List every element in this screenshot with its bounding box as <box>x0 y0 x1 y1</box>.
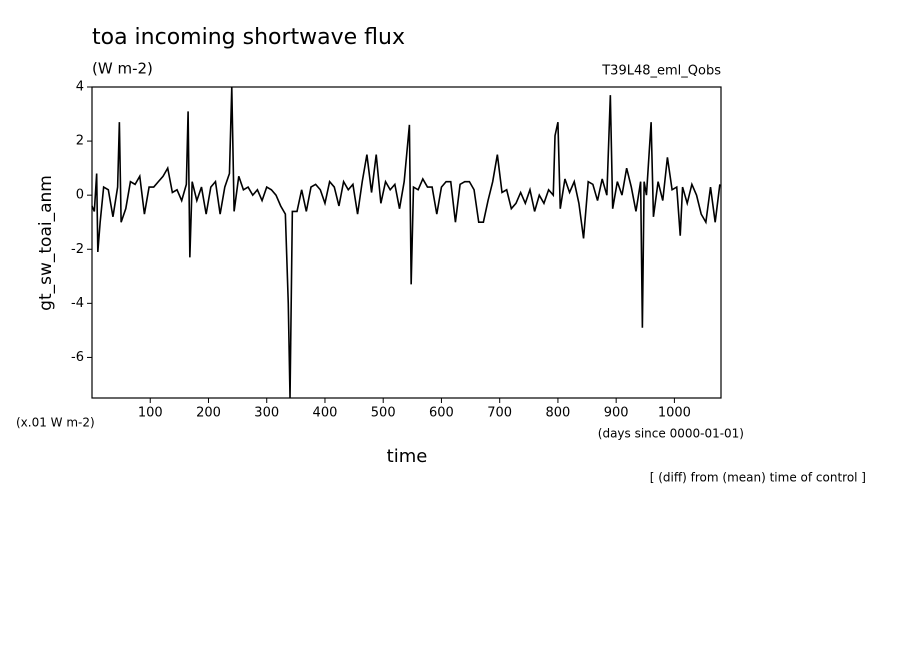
y-tick-label: -4 <box>71 296 84 311</box>
footnote: [ (diff) from (mean) time of control ] <box>650 471 866 485</box>
x-tick-label: 200 <box>196 406 221 421</box>
y-tick-label: -2 <box>71 242 84 257</box>
x-tick-label: 900 <box>604 406 629 421</box>
subtitle: (W m-2) <box>92 60 153 78</box>
data-line <box>91 86 721 399</box>
x-tick-label: 1000 <box>658 406 691 421</box>
y-axis-label: gt_sw_toai_anm <box>36 175 56 311</box>
x-tick-label: 500 <box>371 406 396 421</box>
chart-title: toa incoming shortwave flux <box>92 25 405 50</box>
plot-frame <box>91 86 722 399</box>
x-tick-label: 300 <box>254 406 279 421</box>
x-tick-label: 800 <box>546 406 571 421</box>
x-unit-note: (days since 0000-01-01) <box>598 427 744 441</box>
y-tick-label: 4 <box>76 80 84 95</box>
x-tick-label: 600 <box>429 406 454 421</box>
x-tick-label: 700 <box>487 406 512 421</box>
x-tick-label: 400 <box>313 406 338 421</box>
y-tick-label: 2 <box>76 134 84 149</box>
y-tick-label: -6 <box>71 350 84 365</box>
x-tick-label: 100 <box>138 406 163 421</box>
y-tick-label: 0 <box>76 188 84 203</box>
run-label: T39L48_eml_Qobs <box>601 64 721 79</box>
y-unit-note: (x.01 W m-2) <box>16 416 95 430</box>
x-axis-label: time <box>387 446 428 467</box>
